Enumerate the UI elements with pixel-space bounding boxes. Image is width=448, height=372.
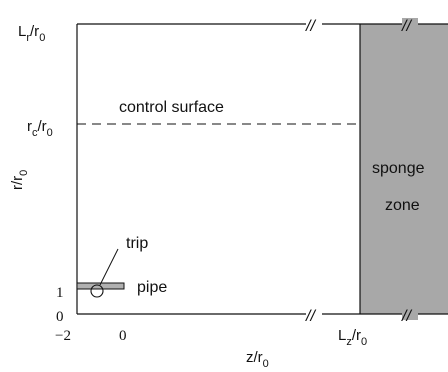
sponge-zone-region [360,24,448,314]
axis-break-bottom-left: // [305,308,322,325]
x-tick-0: 0 [119,328,127,344]
trip-label: trip [126,235,148,252]
y-axis-title: r/r0 [9,170,30,190]
x-tick-neg2: −2 [55,328,71,344]
control-surface-label: control surface [119,99,224,116]
x-tick-lz: Lz/r0 [338,327,367,348]
svg-text://: // [401,18,412,35]
trip-leader [99,248,119,286]
y-tick-0: 0 [56,309,64,325]
trip-ring [90,284,104,298]
pipe-label: pipe [137,279,167,296]
svg-text://: // [305,18,316,35]
svg-text://: // [401,308,412,325]
y-tick-1: 1 [56,285,64,301]
axis-break-top-right: // [401,18,418,35]
axis-break-top-left: // [305,18,322,35]
y-tick-rc: rc/r0 [27,118,53,139]
y-tick-lr: Lr/r0 [18,23,45,44]
x-axis-title: z/r0 [246,349,269,370]
sponge-zone-label-line2: zone [385,197,420,214]
axis-break-bottom-right: // [401,308,418,325]
svg-text://: // [305,308,316,325]
sponge-zone-label-line1: sponge [372,160,425,177]
